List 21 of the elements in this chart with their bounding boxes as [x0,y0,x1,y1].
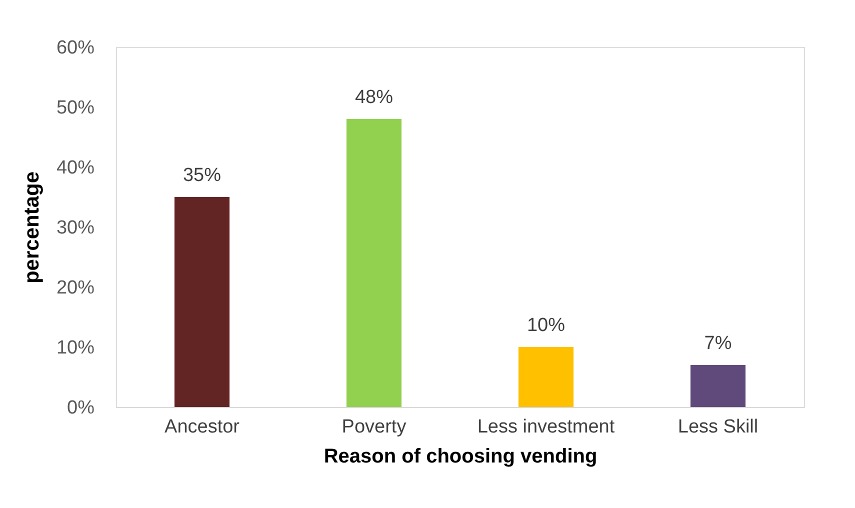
bar [174,197,230,407]
bar [690,365,746,407]
x-tick-label: Less Skill [678,416,758,438]
y-tick-label: 20% [56,278,95,298]
y-tick-label: 50% [56,98,95,118]
bar [346,119,402,407]
y-axis-title: percentage [20,171,44,284]
data-label: 7% [704,333,732,354]
data-label: 10% [526,315,566,336]
data-label: 48% [354,87,394,108]
y-tick-label: 40% [56,158,95,178]
x-tick-label: Less investment [477,416,616,438]
data-label: 35% [182,165,222,186]
x-tick-label: Poverty [342,416,407,438]
bar [518,347,574,407]
x-axis-title: Reason of choosing vending [324,446,598,468]
x-tick-label: Ancestor [164,416,240,438]
y-tick-label: 30% [56,218,95,238]
y-tick-label: 60% [56,38,95,58]
y-tick-label: 0% [67,398,95,418]
y-tick-label: 10% [56,338,95,358]
